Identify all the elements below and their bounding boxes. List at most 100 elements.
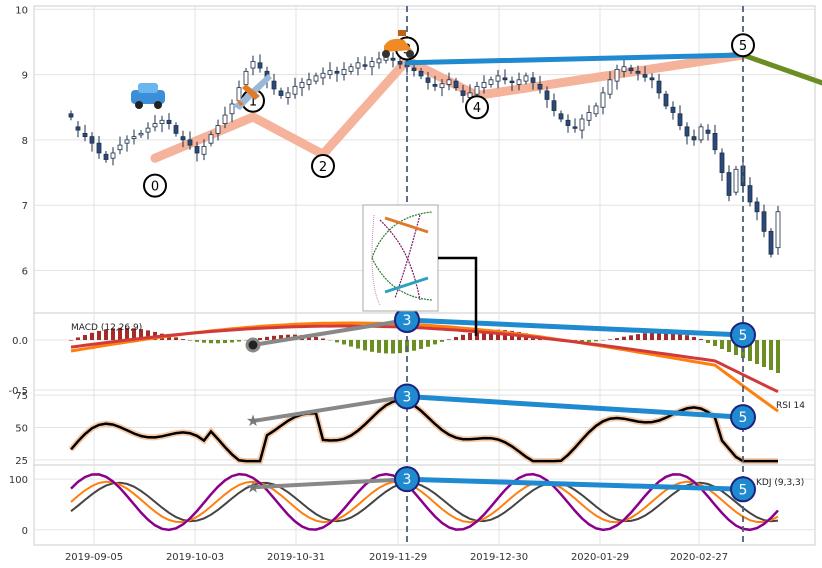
- candle-body: [201, 146, 207, 155]
- candle-body: [229, 103, 235, 115]
- macd-bar: [90, 332, 94, 340]
- macd-bar: [776, 340, 780, 373]
- macd-bar: [258, 337, 262, 340]
- rsi-series: [68, 397, 778, 465]
- candle-body: [271, 80, 277, 90]
- candle-body: [677, 113, 683, 126]
- candle-body: [460, 90, 466, 96]
- candle-body: [145, 127, 151, 133]
- macd-bar: [146, 330, 150, 340]
- price-tick-label: 9: [22, 71, 28, 82]
- kdj-series: [70, 472, 779, 532]
- scooter-icon: [382, 30, 414, 58]
- indicator-wave-circle: [730, 404, 756, 431]
- macd-bar: [132, 328, 136, 340]
- candle-body: [208, 134, 214, 144]
- candle-body: [362, 64, 368, 67]
- macd-bar: [419, 340, 423, 349]
- candle-body: [551, 100, 557, 111]
- candle-body: [299, 82, 305, 89]
- candle-body: [726, 172, 732, 196]
- candle-body: [607, 79, 613, 95]
- price-tick-label: 8: [22, 136, 28, 147]
- candle-body: [684, 126, 690, 137]
- indicator-wave-text: 3: [403, 389, 412, 405]
- candle-body: [110, 152, 116, 159]
- candle-body: [474, 85, 480, 95]
- macd-bar: [202, 340, 206, 343]
- rsi-tick-label: 50: [15, 424, 28, 435]
- price-tick-label: 10: [15, 5, 28, 16]
- candle-body: [222, 114, 228, 124]
- candle-body: [628, 67, 634, 72]
- indicator-wave-circle: [730, 476, 756, 503]
- macd-bar: [706, 340, 710, 343]
- macd-bar: [629, 335, 633, 340]
- macd-bar: [433, 340, 437, 345]
- macd-3-5-link: [404, 317, 746, 338]
- macd-bar: [657, 332, 661, 340]
- candle-body: [635, 70, 641, 74]
- candle-body: [341, 68, 347, 75]
- candle-body: [180, 136, 186, 141]
- signal-line: [70, 324, 779, 394]
- candle-body: [215, 125, 221, 134]
- candle-body: [467, 92, 473, 98]
- macd-bar: [734, 340, 738, 355]
- kdj-label: KDJ (9,3,3): [756, 478, 804, 488]
- macd-bar: [125, 327, 129, 340]
- candle-body: [453, 80, 459, 89]
- candle-body: [502, 77, 508, 81]
- impulse-band-line: [150, 50, 748, 163]
- candlesticks: [68, 51, 781, 258]
- candle-body: [614, 68, 620, 82]
- candle-body: [117, 144, 123, 151]
- candle-body: [642, 74, 648, 78]
- macd-tick-label: 0.0: [12, 336, 28, 347]
- macd-bar: [762, 340, 766, 367]
- candle-body: [103, 153, 109, 160]
- indicator-wave-text: 5: [739, 482, 748, 498]
- candle-body: [327, 70, 333, 75]
- x-tick-label: 2020-01-29: [571, 552, 629, 563]
- candle-body: [649, 77, 655, 81]
- macd-bar: [363, 340, 367, 351]
- candle-body: [495, 75, 501, 82]
- candle-body: [194, 146, 200, 154]
- macd-bar: [769, 340, 773, 370]
- macd-1-3-link: [251, 318, 409, 347]
- macd-bar: [468, 332, 472, 340]
- macd-bar: [664, 332, 668, 340]
- macd-bar: [685, 335, 689, 340]
- macd-bar: [111, 328, 115, 340]
- wave-label-text: 4: [473, 101, 481, 116]
- pivot-star: ★: [246, 411, 260, 430]
- macd-bar: [314, 336, 318, 340]
- macd-bar: [167, 335, 171, 340]
- candle-body: [348, 66, 354, 72]
- macd-bar: [398, 340, 402, 354]
- macd-bar: [223, 340, 227, 344]
- x-tick-label: 2019-09-05: [65, 552, 123, 563]
- candle-body: [691, 136, 697, 141]
- macd-bar: [384, 340, 388, 354]
- indicator-wave-circle: [730, 322, 756, 348]
- macd-bar: [216, 340, 220, 344]
- wave-3-5-link: [404, 52, 746, 66]
- macd-bar: [440, 340, 444, 342]
- rsi-axis-ticks: 75 50 25: [15, 391, 28, 467]
- candle-body: [166, 119, 172, 124]
- macd-bar: [755, 340, 759, 364]
- candle-body: [439, 83, 445, 89]
- price-axis-ticks: 6 7 8 9 10: [15, 5, 28, 277]
- macd-bar: [391, 340, 395, 354]
- candle-body: [278, 90, 284, 96]
- indicator-wave-circle: [394, 383, 420, 410]
- x-tick-label: 2019-12-30: [470, 552, 528, 563]
- macd-bar: [279, 335, 283, 340]
- macd-bar: [370, 340, 374, 352]
- macd-bar: [615, 338, 619, 340]
- kdj-3-5-link: [404, 476, 746, 492]
- airplane-icon: [233, 74, 272, 110]
- macd-bar: [195, 340, 199, 342]
